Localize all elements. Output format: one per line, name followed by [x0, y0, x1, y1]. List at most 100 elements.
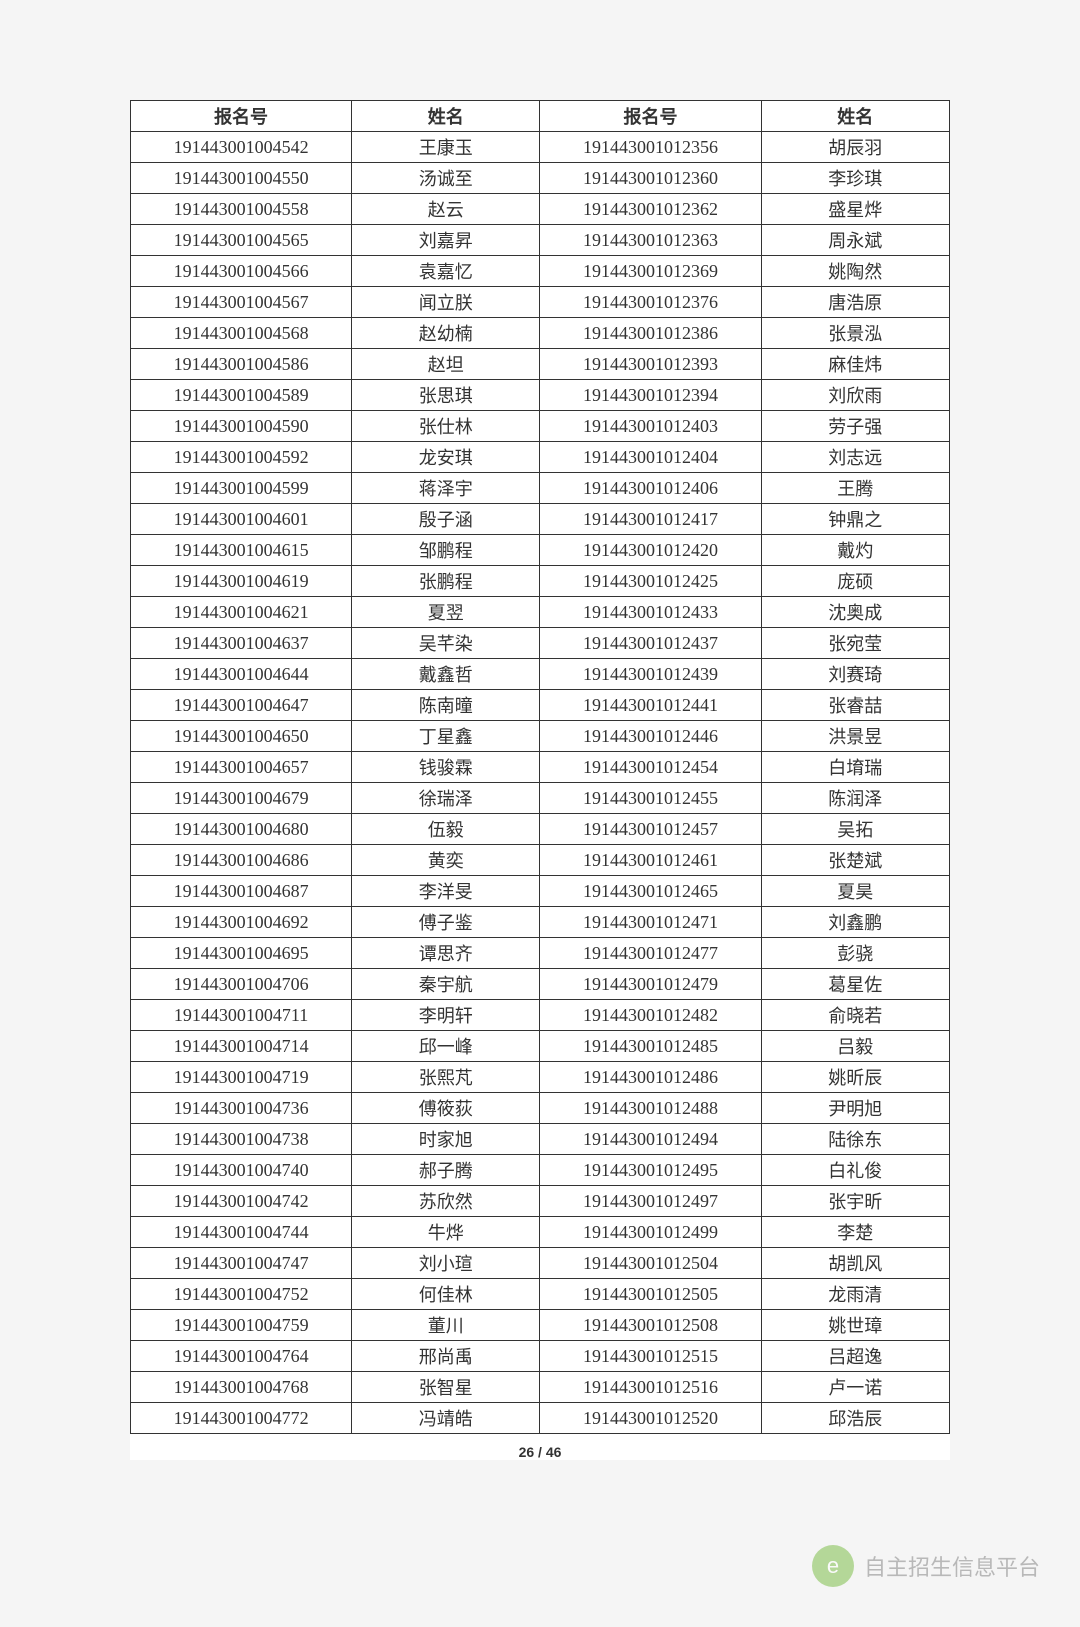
- cell-id2: 191443001012420: [540, 535, 761, 566]
- cell-id2: 191443001012376: [540, 287, 761, 318]
- table-row: 191443001004599蒋泽宇191443001012406王腾: [131, 473, 950, 504]
- cell-id2: 191443001012404: [540, 442, 761, 473]
- table-row: 191443001004764邢尚禹191443001012515吕超逸: [131, 1341, 950, 1372]
- cell-name2: 劳子强: [761, 411, 949, 442]
- table-row: 191443001004687李洋旻191443001012465夏昊: [131, 876, 950, 907]
- cell-id2: 191443001012477: [540, 938, 761, 969]
- cell-name2: 王腾: [761, 473, 949, 504]
- table-row: 191443001004747刘小瑄191443001012504胡凯风: [131, 1248, 950, 1279]
- cell-name1: 戴鑫哲: [352, 659, 540, 690]
- table-row: 191443001004711李明轩191443001012482俞晓若: [131, 1000, 950, 1031]
- cell-name1: 傅子鉴: [352, 907, 540, 938]
- cell-name1: 刘嘉昇: [352, 225, 540, 256]
- cell-id1: 191443001004747: [131, 1248, 352, 1279]
- cell-name1: 夏翌: [352, 597, 540, 628]
- cell-id1: 191443001004714: [131, 1031, 352, 1062]
- cell-id1: 191443001004738: [131, 1124, 352, 1155]
- cell-id1: 191443001004542: [131, 132, 352, 163]
- cell-name2: 姚昕辰: [761, 1062, 949, 1093]
- table-row: 191443001004772冯靖皓191443001012520邱浩辰: [131, 1403, 950, 1434]
- cell-name2: 吕毅: [761, 1031, 949, 1062]
- cell-name2: 姚陶然: [761, 256, 949, 287]
- cell-id1: 191443001004647: [131, 690, 352, 721]
- header-name-2: 姓名: [761, 101, 949, 132]
- cell-id2: 191443001012360: [540, 163, 761, 194]
- cell-id2: 191443001012499: [540, 1217, 761, 1248]
- table-row: 191443001004647陈南曈191443001012441张睿喆: [131, 690, 950, 721]
- watermark: e 自主招生信息平台: [812, 1545, 1040, 1587]
- cell-name2: 龙雨清: [761, 1279, 949, 1310]
- table-row: 191443001004637吴芊染191443001012437张宛莹: [131, 628, 950, 659]
- table-row: 191443001004589张思琪191443001012394刘欣雨: [131, 380, 950, 411]
- cell-name2: 刘志远: [761, 442, 949, 473]
- cell-id2: 191443001012495: [540, 1155, 761, 1186]
- cell-id2: 191443001012439: [540, 659, 761, 690]
- cell-name2: 洪景昱: [761, 721, 949, 752]
- table-row: 191443001004740郝子腾191443001012495白礼俊: [131, 1155, 950, 1186]
- cell-id1: 191443001004695: [131, 938, 352, 969]
- cell-name1: 时家旭: [352, 1124, 540, 1155]
- table-row: 191443001004714邱一峰191443001012485吕毅: [131, 1031, 950, 1062]
- table-row: 191443001004558赵云191443001012362盛星烨: [131, 194, 950, 225]
- cell-name2: 李楚: [761, 1217, 949, 1248]
- cell-id2: 191443001012520: [540, 1403, 761, 1434]
- cell-name2: 盛星烨: [761, 194, 949, 225]
- cell-name2: 张宛莹: [761, 628, 949, 659]
- cell-id1: 191443001004740: [131, 1155, 352, 1186]
- cell-id1: 191443001004637: [131, 628, 352, 659]
- cell-name2: 尹明旭: [761, 1093, 949, 1124]
- cell-name2: 刘鑫鹏: [761, 907, 949, 938]
- cell-id2: 191443001012386: [540, 318, 761, 349]
- cell-name1: 牛烨: [352, 1217, 540, 1248]
- header-id-1: 报名号: [131, 101, 352, 132]
- enrollment-table: 报名号 姓名 报名号 姓名 191443001004542王康玉19144300…: [130, 100, 950, 1434]
- cell-name1: 张智星: [352, 1372, 540, 1403]
- cell-id2: 191443001012455: [540, 783, 761, 814]
- table-row: 191443001004706秦宇航191443001012479葛星佐: [131, 969, 950, 1000]
- cell-id2: 191443001012504: [540, 1248, 761, 1279]
- table-row: 191443001004719张熙芃191443001012486姚昕辰: [131, 1062, 950, 1093]
- cell-id2: 191443001012433: [540, 597, 761, 628]
- table-row: 191443001004742苏欣然191443001012497张宇昕: [131, 1186, 950, 1217]
- cell-id1: 191443001004568: [131, 318, 352, 349]
- table-row: 191443001004692傅子鉴191443001012471刘鑫鹏: [131, 907, 950, 938]
- cell-id1: 191443001004586: [131, 349, 352, 380]
- cell-id2: 191443001012356: [540, 132, 761, 163]
- table-row: 191443001004615邹鹏程191443001012420戴灼: [131, 535, 950, 566]
- cell-name1: 陈南曈: [352, 690, 540, 721]
- cell-name1: 丁星鑫: [352, 721, 540, 752]
- cell-id2: 191443001012362: [540, 194, 761, 225]
- cell-id1: 191443001004599: [131, 473, 352, 504]
- cell-name2: 戴灼: [761, 535, 949, 566]
- cell-id1: 191443001004759: [131, 1310, 352, 1341]
- table-row: 191443001004567闻立朕191443001012376唐浩原: [131, 287, 950, 318]
- cell-id1: 191443001004615: [131, 535, 352, 566]
- cell-id2: 191443001012406: [540, 473, 761, 504]
- cell-name2: 姚世璋: [761, 1310, 949, 1341]
- cell-name1: 赵坦: [352, 349, 540, 380]
- cell-id1: 191443001004657: [131, 752, 352, 783]
- cell-name2: 陈润泽: [761, 783, 949, 814]
- cell-name2: 张景泓: [761, 318, 949, 349]
- table-row: 191443001004542王康玉191443001012356胡辰羽: [131, 132, 950, 163]
- cell-name1: 何佳林: [352, 1279, 540, 1310]
- cell-id1: 191443001004550: [131, 163, 352, 194]
- cell-name1: 赵云: [352, 194, 540, 225]
- cell-id2: 191443001012508: [540, 1310, 761, 1341]
- cell-id1: 191443001004565: [131, 225, 352, 256]
- cell-name1: 吴芊染: [352, 628, 540, 659]
- cell-name1: 李洋旻: [352, 876, 540, 907]
- cell-id1: 191443001004711: [131, 1000, 352, 1031]
- table-row: 191443001004550汤诚至191443001012360李珍琪: [131, 163, 950, 194]
- table-row: 191443001004680伍毅191443001012457吴拓: [131, 814, 950, 845]
- cell-name2: 张宇昕: [761, 1186, 949, 1217]
- cell-id1: 191443001004736: [131, 1093, 352, 1124]
- cell-id2: 191443001012454: [540, 752, 761, 783]
- cell-name1: 张鹏程: [352, 566, 540, 597]
- cell-name2: 张楚斌: [761, 845, 949, 876]
- cell-name1: 黄奕: [352, 845, 540, 876]
- table-row: 191443001004759董川191443001012508姚世璋: [131, 1310, 950, 1341]
- cell-id2: 191443001012505: [540, 1279, 761, 1310]
- cell-name1: 钱骏霖: [352, 752, 540, 783]
- cell-id2: 191443001012497: [540, 1186, 761, 1217]
